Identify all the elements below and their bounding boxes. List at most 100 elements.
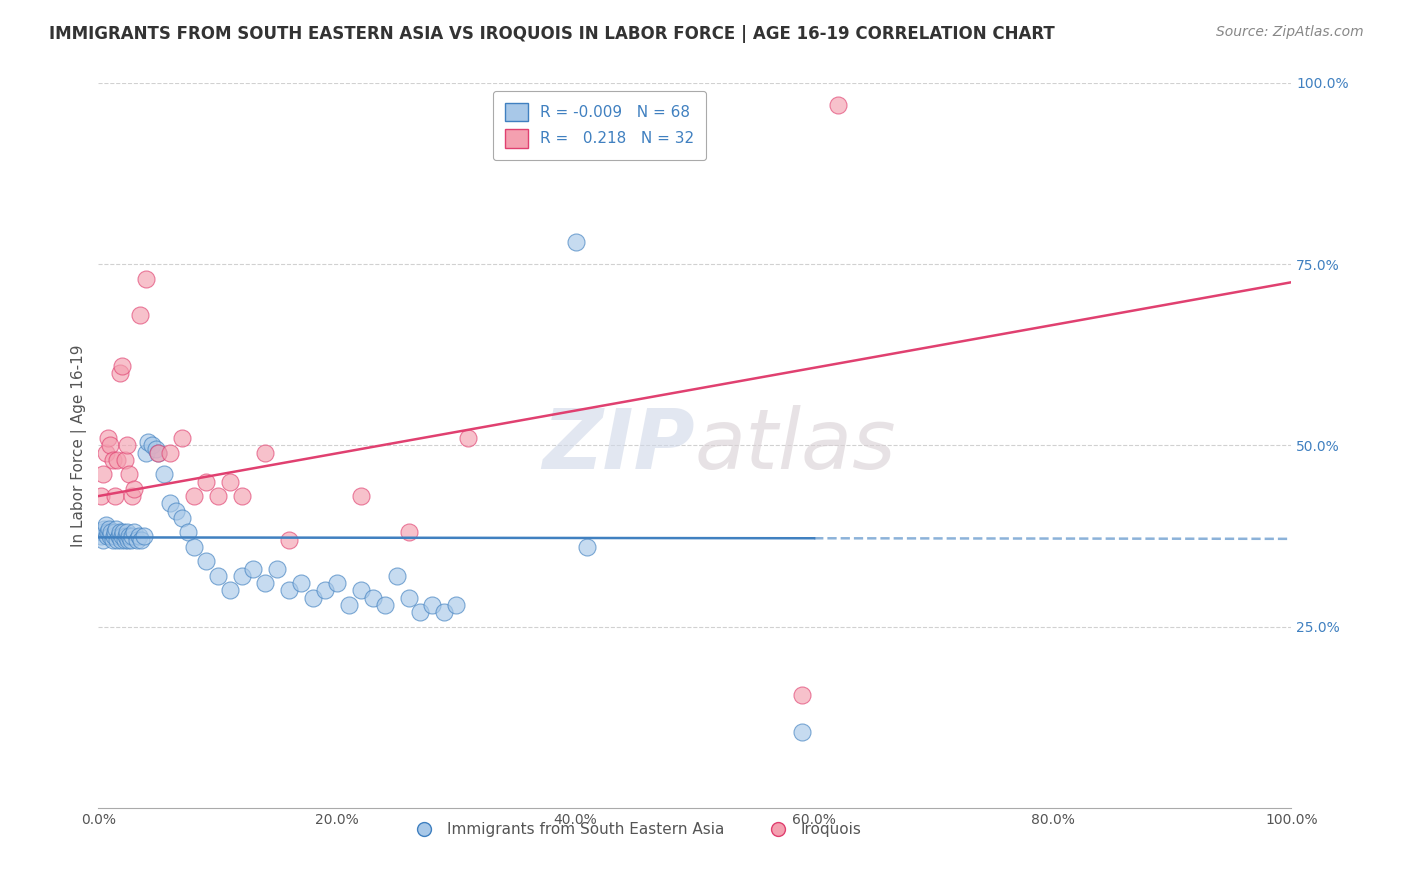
Text: IMMIGRANTS FROM SOUTH EASTERN ASIA VS IROQUOIS IN LABOR FORCE | AGE 16-19 CORREL: IMMIGRANTS FROM SOUTH EASTERN ASIA VS IR… [49, 25, 1054, 43]
Text: ZIP: ZIP [543, 405, 695, 486]
Point [409, 605, 432, 619]
Point [146, 445, 169, 459]
Point [125, 533, 148, 547]
Point [278, 583, 301, 598]
Point [111, 359, 134, 373]
Point [159, 496, 181, 510]
Point [129, 308, 152, 322]
Point [278, 533, 301, 547]
Point [433, 605, 456, 619]
Point [374, 598, 396, 612]
Point [90, 529, 112, 543]
Point [114, 453, 136, 467]
Point [170, 431, 193, 445]
Point [314, 583, 336, 598]
Point [100, 525, 122, 540]
Point [337, 598, 360, 612]
Point [207, 569, 229, 583]
Point [105, 522, 128, 536]
Point [576, 540, 599, 554]
Point [153, 467, 176, 482]
Point [792, 724, 814, 739]
Point [108, 525, 131, 540]
Point [98, 522, 121, 536]
Point [254, 576, 277, 591]
Point [183, 489, 205, 503]
Point [194, 475, 217, 489]
Point [94, 445, 117, 459]
Point [135, 445, 157, 459]
Point [194, 554, 217, 568]
Point [103, 529, 125, 543]
Point [98, 529, 121, 543]
Point [218, 475, 240, 489]
Point [254, 445, 277, 459]
Point [121, 489, 143, 503]
Point [564, 235, 586, 250]
Point [444, 598, 467, 612]
Point [101, 453, 124, 467]
Point [118, 529, 141, 543]
Point [146, 445, 169, 459]
Text: Source: ZipAtlas.com: Source: ZipAtlas.com [1216, 25, 1364, 39]
Text: atlas: atlas [695, 405, 897, 486]
Point [827, 97, 849, 112]
Point [266, 561, 288, 575]
Point [97, 525, 120, 540]
Point [177, 525, 200, 540]
Point [218, 583, 240, 598]
Point [107, 453, 129, 467]
Point [108, 366, 131, 380]
Point [145, 442, 167, 456]
Point [107, 533, 129, 547]
Y-axis label: In Labor Force | Age 16-19: In Labor Force | Age 16-19 [72, 344, 87, 547]
Point [231, 569, 253, 583]
Point [398, 525, 420, 540]
Point [132, 529, 155, 543]
Point [165, 503, 187, 517]
Point [115, 438, 138, 452]
Point [170, 511, 193, 525]
Point [398, 591, 420, 605]
Point [122, 525, 145, 540]
Point [118, 467, 141, 482]
Point [117, 533, 139, 547]
Point [242, 561, 264, 575]
Point [120, 533, 142, 547]
Point [422, 598, 444, 612]
Point [207, 489, 229, 503]
Point [792, 689, 814, 703]
Point [290, 576, 312, 591]
Point [128, 529, 150, 543]
Point [91, 467, 114, 482]
Point [110, 533, 132, 547]
Point [107, 529, 129, 543]
Point [159, 445, 181, 459]
Legend: Immigrants from South Eastern Asia, Iroquois: Immigrants from South Eastern Asia, Iroq… [402, 816, 868, 844]
Point [93, 522, 115, 536]
Point [98, 438, 121, 452]
Point [115, 525, 138, 540]
Point [91, 533, 114, 547]
Point [114, 533, 136, 547]
Point [97, 431, 120, 445]
Point [104, 489, 127, 503]
Point [302, 591, 325, 605]
Point [101, 533, 124, 547]
Point [457, 431, 479, 445]
Point [138, 434, 160, 449]
Point [94, 518, 117, 533]
Point [385, 569, 408, 583]
Point [135, 271, 157, 285]
Point [129, 533, 152, 547]
Point [141, 438, 163, 452]
Point [183, 540, 205, 554]
Point [121, 529, 143, 543]
Point [90, 489, 112, 503]
Point [104, 525, 127, 540]
Point [90, 525, 112, 540]
Point [111, 529, 134, 543]
Point [96, 529, 118, 543]
Point [122, 482, 145, 496]
Point [326, 576, 349, 591]
